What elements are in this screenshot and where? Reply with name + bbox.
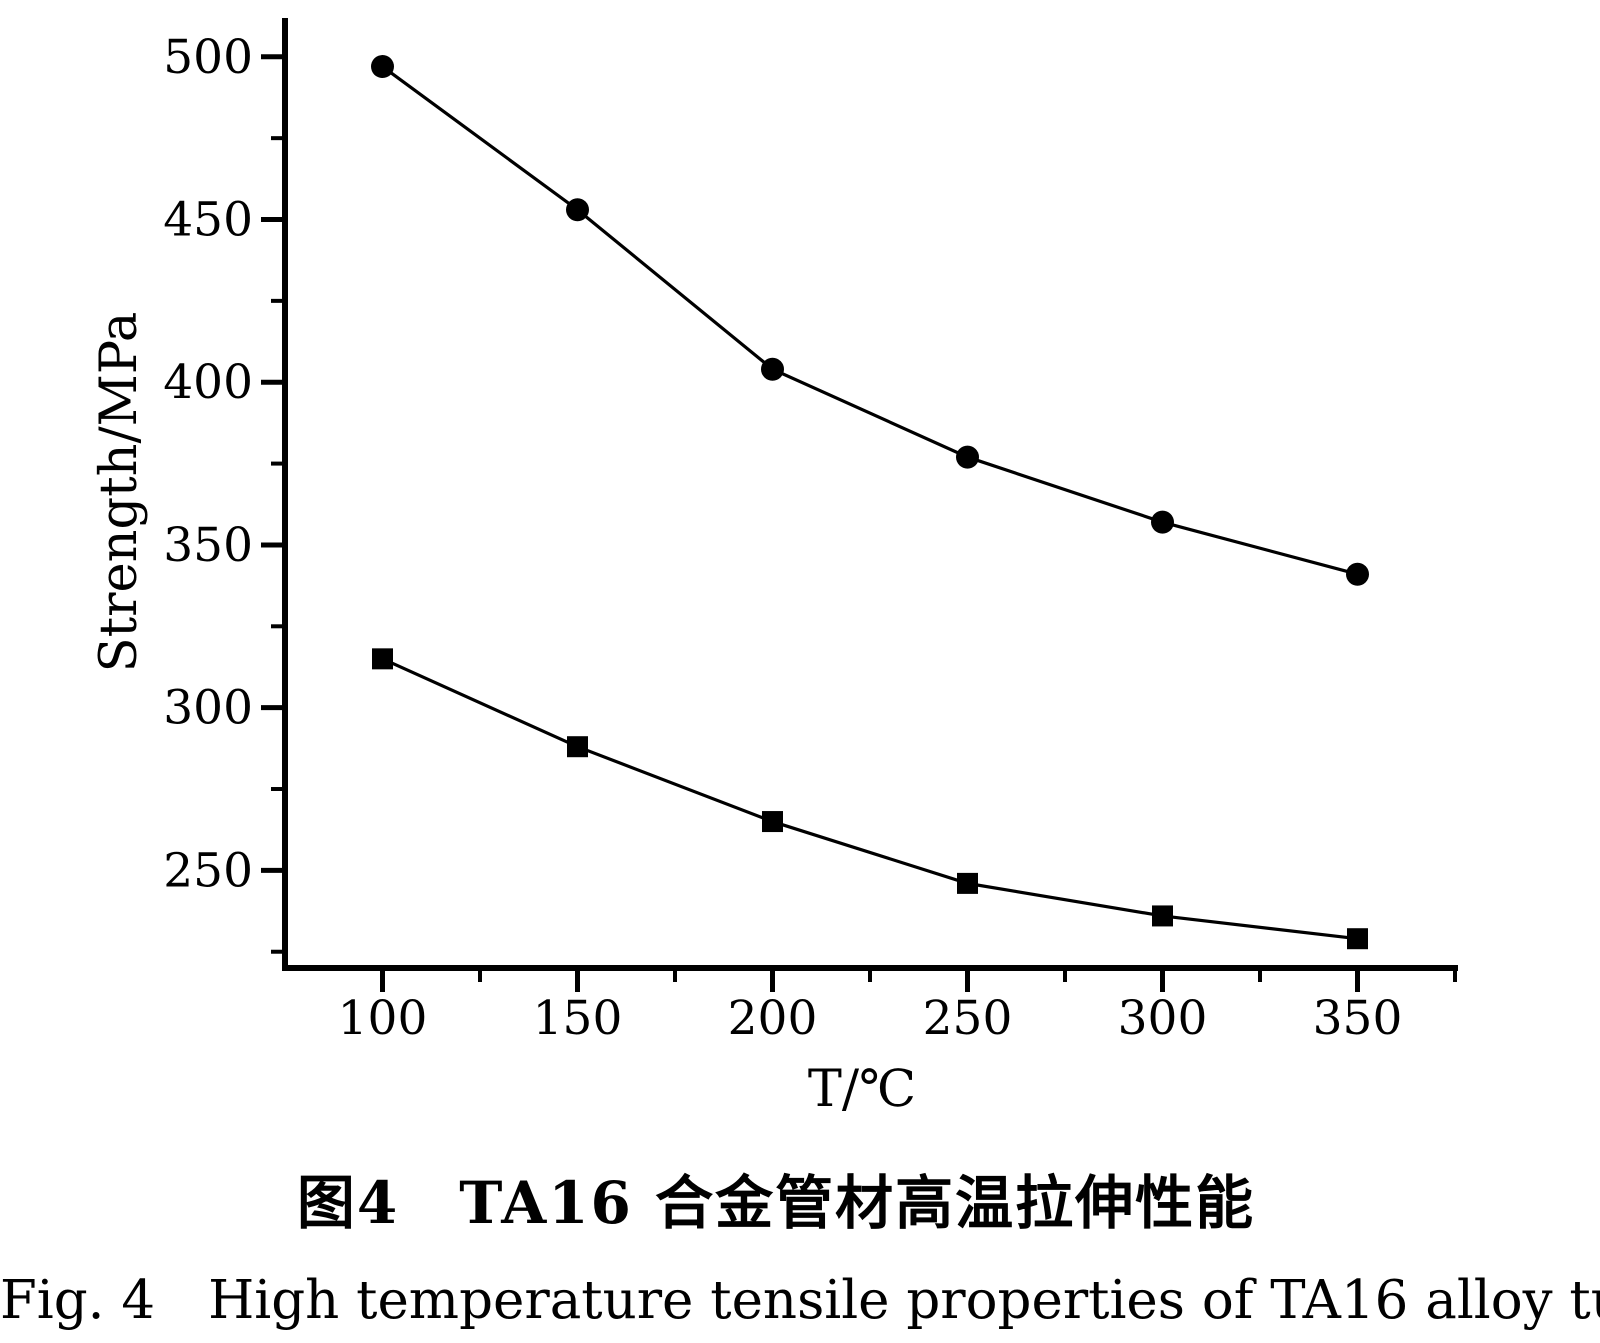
data-point-circle — [371, 55, 394, 79]
caption-english: Fig. 4 High temperature tensile properti… — [0, 1270, 1600, 1331]
data-point-square — [762, 811, 783, 833]
data-point-circle — [1151, 510, 1174, 534]
y-axis-label: Strength/MPa — [90, 312, 149, 673]
data-point-square — [1152, 905, 1173, 927]
data-point-circle — [956, 445, 979, 469]
series-line-square — [381, 657, 1358, 941]
y-tick-label: 400 — [163, 355, 253, 410]
data-point-square — [957, 872, 978, 894]
data-point-circle — [1346, 562, 1369, 586]
data-point-circle — [566, 198, 589, 222]
caption-chinese: 图4 TA16 合金管材高温拉伸性能 — [296, 1169, 1256, 1237]
data-point-square — [1347, 928, 1368, 950]
y-tick-label: 450 — [163, 193, 253, 248]
y-tick-label: 300 — [163, 681, 253, 736]
x-tick-label: 150 — [533, 991, 623, 1046]
y-tick-label: 250 — [163, 843, 253, 898]
x-tick-label: 350 — [1313, 991, 1403, 1046]
chart-svg: 100 150 200 250 300 350 250 300 350 400 450 500 T/℃ S… — [90, 18, 1458, 1119]
x-axis-label: T/℃ — [808, 1060, 916, 1119]
series-line-circle — [381, 65, 1358, 576]
data-point-circle — [761, 357, 784, 381]
x-tick-label: 300 — [1118, 991, 1208, 1046]
data-point-square — [372, 648, 393, 670]
x-tick-label: 250 — [923, 991, 1013, 1046]
data-point-square — [567, 736, 588, 758]
axis-frame — [282, 18, 1458, 971]
y-tick-label: 350 — [163, 518, 253, 573]
y-tick-label: 500 — [163, 30, 253, 85]
x-tick-label: 200 — [728, 991, 818, 1046]
x-tick-label: 100 — [338, 991, 428, 1046]
